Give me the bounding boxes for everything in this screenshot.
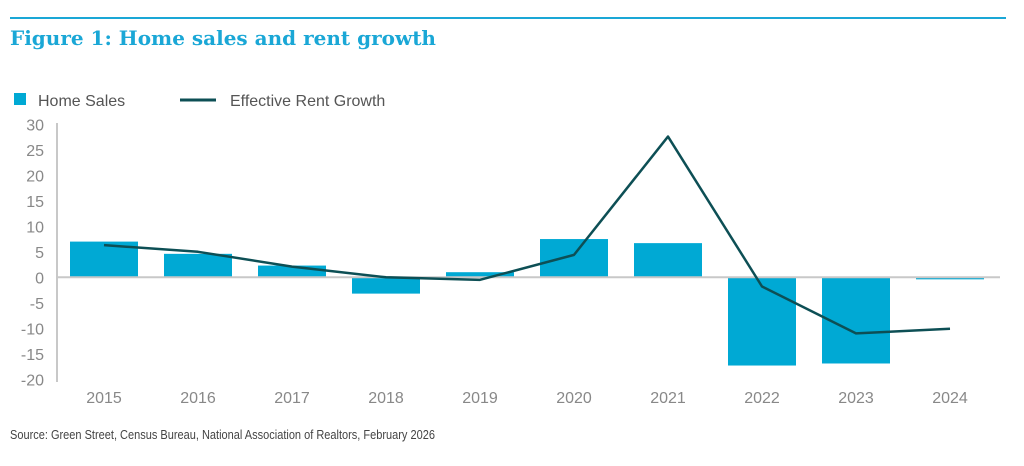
bar-2020 xyxy=(540,239,608,278)
x-tick-label: 2016 xyxy=(180,390,216,407)
source-note: Source: Green Street, Census Bureau, Nat… xyxy=(10,428,435,442)
x-tick-label: 2015 xyxy=(86,390,122,407)
bar-2018 xyxy=(352,277,420,294)
chart-title: Figure 1: Home sales and rent growth xyxy=(10,26,436,50)
x-tick-label: 2023 xyxy=(838,390,874,407)
y-tick-label: -20 xyxy=(21,372,44,389)
y-tick-label: 25 xyxy=(26,143,44,160)
bar-2024 xyxy=(916,277,984,280)
y-tick-label: 15 xyxy=(26,194,44,211)
bar-2023 xyxy=(822,277,890,364)
top-rule xyxy=(10,17,1006,19)
y-tick-label: -15 xyxy=(21,347,44,364)
bar-2019 xyxy=(446,272,514,278)
bar-2022 xyxy=(728,277,796,366)
y-tick-label: 10 xyxy=(26,219,44,236)
y-tick-label: 0 xyxy=(35,270,44,287)
legend-label-home-sales: Home Sales xyxy=(38,93,125,110)
y-tick-label: 20 xyxy=(26,168,44,185)
bar-2016 xyxy=(164,253,232,278)
x-tick-label: 2019 xyxy=(462,390,498,407)
y-tick-label: -10 xyxy=(21,321,44,338)
rent-growth-line xyxy=(103,135,951,335)
x-tick-label: 2017 xyxy=(274,390,310,407)
y-tick-label: -5 xyxy=(30,296,44,313)
x-tick-label: 2018 xyxy=(368,390,404,407)
y-tick-label: 5 xyxy=(35,245,44,262)
bar-2017 xyxy=(258,265,326,278)
x-tick-label: 2020 xyxy=(556,390,592,407)
bar-2021 xyxy=(634,243,702,278)
legend-label-rent-growth: Effective Rent Growth xyxy=(230,93,385,110)
x-tick-label: 2021 xyxy=(650,390,686,407)
y-tick-label: 30 xyxy=(26,117,44,134)
legend-swatch-home-sales xyxy=(14,93,26,105)
x-tick-label: 2024 xyxy=(932,390,968,407)
x-tick-label: 2022 xyxy=(744,390,780,407)
